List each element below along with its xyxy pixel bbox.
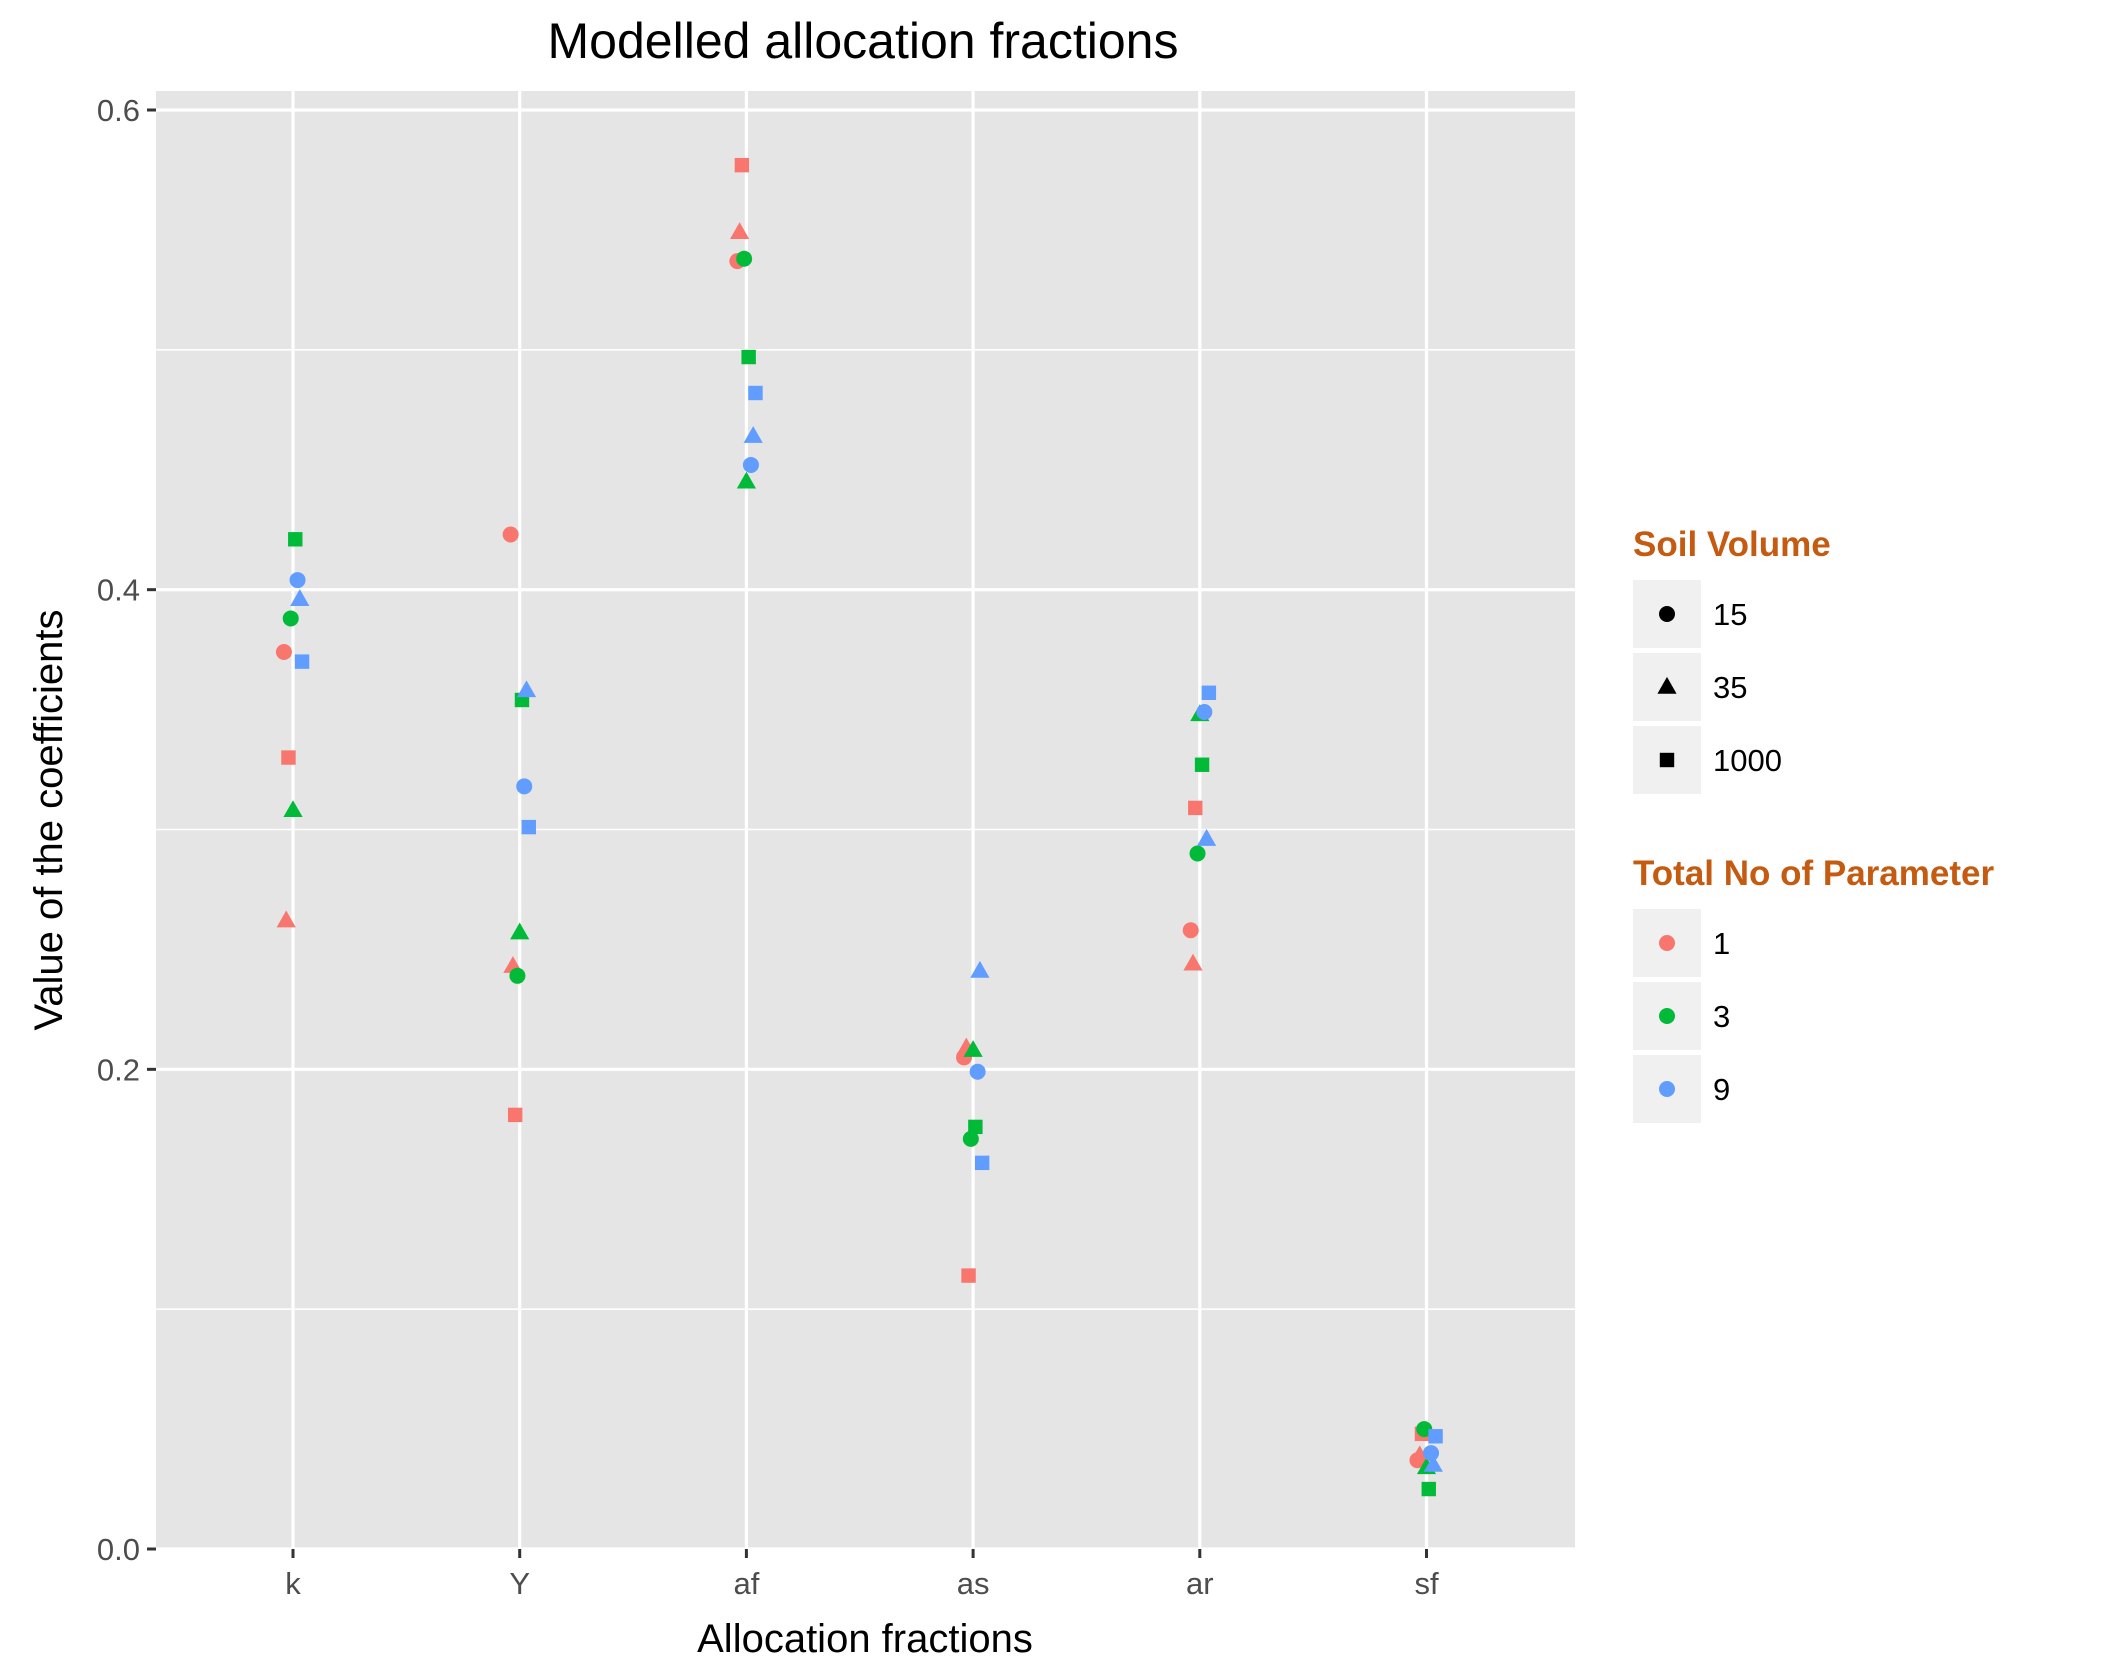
data-point xyxy=(1196,703,1213,720)
data-point xyxy=(281,750,296,765)
legend-symbol xyxy=(1659,752,1675,768)
x-tick-label: Y xyxy=(509,1566,530,1601)
data-point xyxy=(968,1119,983,1135)
data-point xyxy=(507,1107,523,1123)
data-point xyxy=(1189,845,1206,862)
major-gridlines xyxy=(156,91,1575,1551)
data-point xyxy=(283,800,303,818)
y-tick-label: 0.0 xyxy=(97,1532,140,1567)
data-point xyxy=(743,426,763,443)
legend-label: 35 xyxy=(1713,670,1747,705)
data-point xyxy=(275,644,292,661)
x-tick-label: k xyxy=(285,1566,301,1601)
data-point xyxy=(736,250,753,267)
legend-label: 1000 xyxy=(1713,743,1782,778)
data-point xyxy=(1201,685,1217,700)
data-point xyxy=(734,157,750,173)
data-point xyxy=(1182,922,1199,939)
data-point xyxy=(521,819,536,835)
data-point xyxy=(742,456,759,473)
legend-symbol xyxy=(1659,1008,1675,1024)
y-tick-label: 0.2 xyxy=(97,1052,140,1087)
data-point xyxy=(1188,800,1203,816)
legend-label: 3 xyxy=(1713,999,1730,1034)
data-point xyxy=(1423,1445,1440,1462)
data-point xyxy=(1421,1481,1436,1497)
data-point xyxy=(288,532,303,547)
data-point xyxy=(1410,1445,1430,1463)
data-point xyxy=(1183,953,1203,971)
data-point xyxy=(516,778,533,795)
data-point xyxy=(729,222,750,240)
data-point xyxy=(962,1130,979,1147)
data-point xyxy=(963,1040,983,1057)
data-point xyxy=(736,471,756,489)
legend-title: Soil Volume xyxy=(1633,525,1831,564)
data-point xyxy=(516,680,537,698)
data-point xyxy=(741,349,756,365)
legend-label: 9 xyxy=(1713,1072,1730,1107)
data-point xyxy=(748,385,763,401)
legend-symbol xyxy=(1659,1081,1675,1097)
data-point xyxy=(969,1063,986,1080)
data-point xyxy=(510,922,530,940)
legend-label: 15 xyxy=(1713,597,1747,632)
legend-label: 1 xyxy=(1713,926,1730,961)
y-tick-label: 0.4 xyxy=(97,573,140,608)
data-point xyxy=(1428,1429,1443,1444)
minor-gridlines xyxy=(156,349,1575,1310)
data-point xyxy=(289,572,306,589)
y-axis: 0.0 0.2 0.4 0.6 xyxy=(97,93,156,1567)
data-point xyxy=(294,654,310,669)
y-tick-label: 0.6 xyxy=(97,93,140,128)
x-tick-label: ar xyxy=(1186,1566,1214,1601)
x-tick-label: as xyxy=(957,1566,990,1601)
data-point xyxy=(1423,1454,1443,1472)
legend-symbol xyxy=(1657,676,1677,694)
data-point xyxy=(961,1268,976,1283)
legend-title: Total No of Parameter xyxy=(1633,854,1994,893)
legend-symbol xyxy=(1659,606,1675,622)
y-axis-title: Value of the coefficients xyxy=(27,609,71,1030)
x-tick-label: af xyxy=(733,1566,759,1601)
data-point xyxy=(276,910,296,928)
x-tick-label: sf xyxy=(1414,1566,1439,1601)
data-point xyxy=(509,967,526,984)
data-point xyxy=(1194,757,1210,772)
legends: Soil Volume 15 35 1000 Total No of Parameter… xyxy=(1633,525,1994,1123)
data-point xyxy=(970,960,990,978)
data-point xyxy=(282,610,299,627)
data-point xyxy=(1416,1421,1433,1438)
data-point xyxy=(290,589,310,606)
data-point xyxy=(974,1155,990,1171)
x-axis-title: Allocation fractions xyxy=(697,1617,1033,1661)
data-point xyxy=(1197,829,1217,846)
legend-symbol xyxy=(1659,935,1675,951)
data-point xyxy=(502,526,519,543)
plot-panel xyxy=(156,91,1575,1549)
chart-title: Modelled allocation fractions xyxy=(548,13,1179,69)
data-points xyxy=(275,157,1443,1497)
